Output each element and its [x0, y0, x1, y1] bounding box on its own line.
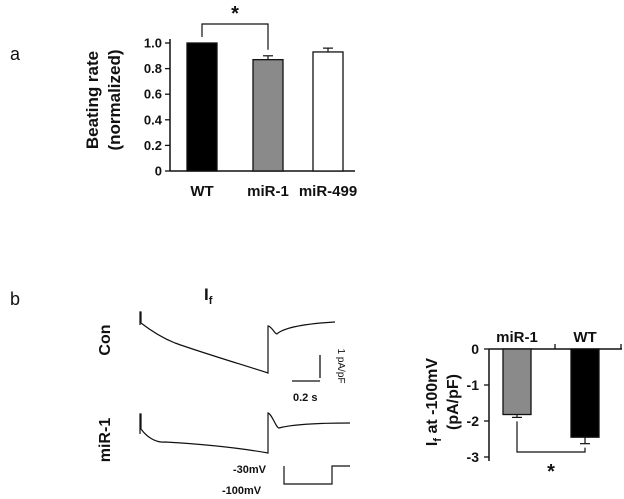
if-ylabel-subscript: f	[432, 438, 444, 442]
if-summary-ytick-label: 0	[471, 341, 479, 357]
beating-rate-ylabel-line2: (normalized)	[105, 49, 124, 150]
beating-rate-ytick-label: 0.4	[144, 112, 163, 127]
beating-rate-chart: 0 0.2 0.4 0.6 0.8 1.0 WT miR-1 miR-499 * Beating …	[83, 3, 357, 200]
if-summary-ytick-label: -2	[467, 413, 480, 429]
trace-label-con: Con	[97, 324, 114, 355]
panel-label-a: a	[10, 44, 21, 64]
trace-label-mir1: miR-1	[97, 418, 114, 463]
beating-rate-bar	[186, 42, 218, 172]
protocol-step-label: -100mV	[222, 485, 262, 497]
beating-rate-category-label: miR-1	[247, 183, 289, 200]
beating-rate-labels: 0 0.2 0.4 0.6 0.8 1.0 WT miR-1 miR-499 *	[144, 3, 357, 200]
current-scale-label: 1 pA/pF	[335, 348, 346, 383]
if-summary-bar	[502, 348, 532, 416]
if-summary-bars	[502, 348, 600, 445]
if-ylabel-rest: at -100mV	[424, 358, 441, 438]
if-summary-ytick-label: -3	[467, 449, 480, 465]
beating-rate-ytick-label: 0	[155, 164, 162, 179]
if-summary-bar	[570, 348, 600, 438]
significance-star: *	[231, 3, 239, 25]
beating-rate-bar	[312, 51, 344, 172]
panel-label-b: b	[10, 289, 20, 309]
if-summary-ytick-label: -1	[467, 377, 480, 393]
traces-title-main: I	[204, 285, 209, 304]
time-scale-label: 0.2 s	[293, 392, 317, 404]
if-summary-chart: 0 -1 -2 -3 miR-1 WT * If at -100mV (pA/pF)	[424, 329, 622, 483]
if-significance-star: *	[547, 461, 555, 483]
beating-rate-ytick-label: 0.2	[144, 138, 162, 153]
if-summary-labels: 0 -1 -2 -3 miR-1 WT *	[467, 329, 597, 483]
beating-rate-category-label: miR-499	[299, 183, 357, 200]
if-significance-bracket	[516, 421, 586, 453]
if-summary-ylabel-line2: (pA/pF)	[445, 374, 462, 430]
if-ylabel-main: I	[424, 442, 441, 446]
traces-title: If	[204, 285, 213, 307]
beating-rate-ytick-label: 1.0	[144, 36, 162, 51]
significance-bracket	[201, 23, 269, 50]
protocol-hold-label: -30mV	[233, 464, 267, 476]
current-traces: If Con miR-1 1 pA/pF 0.2 s -30mV -100mV	[97, 285, 351, 497]
if-summary-category-label: WT	[573, 329, 596, 346]
trace-con	[139, 311, 336, 374]
beating-rate-ytick-label: 0.8	[144, 61, 162, 76]
beating-rate-ytick-label: 0.6	[144, 87, 162, 102]
beating-rate-bars	[186, 42, 344, 172]
if-summary-category-label: miR-1	[496, 329, 538, 346]
beating-rate-ylabel-line1: Beating rate	[83, 51, 102, 149]
voltage-protocol	[283, 465, 350, 485]
trace-mir1	[139, 412, 351, 454]
traces-title-subscript: f	[209, 295, 213, 307]
beating-rate-bar	[252, 58, 284, 172]
beating-rate-category-label: WT	[190, 183, 213, 200]
if-summary-ylabel-line1: If at -100mV	[424, 358, 444, 446]
